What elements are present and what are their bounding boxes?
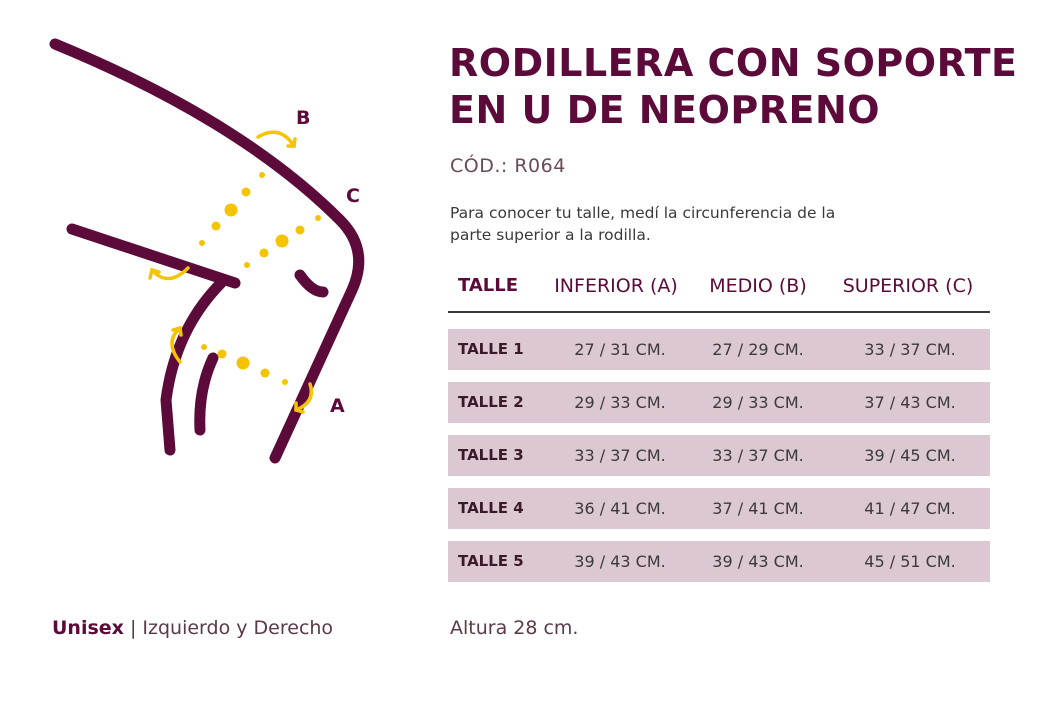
table-row: TALLE 3 33 / 37 CM. 33 / 37 CM. 39 / 45 … <box>448 435 990 476</box>
footer-fit-info: Unisex | Izquierdo y Derecho <box>52 617 333 639</box>
row-inferior: 39 / 43 CM. <box>574 552 666 571</box>
table-row: TALLE 2 29 / 33 CM. 29 / 33 CM. 37 / 43 … <box>448 382 990 423</box>
row-size: TALLE 2 <box>458 393 524 411</box>
row-size: TALLE 5 <box>458 552 524 570</box>
row-size: TALLE 1 <box>458 340 524 358</box>
table-divider <box>448 311 990 313</box>
product-code: CÓD.: R064 <box>450 155 566 177</box>
row-size: TALLE 3 <box>458 446 524 464</box>
row-medio: 29 / 33 CM. <box>712 393 804 412</box>
header-medio: MEDIO (B) <box>709 275 807 297</box>
product-title: RODILLERA CON SOPORTE EN U DE NEOPRENO <box>449 40 1029 134</box>
table-row: TALLE 4 36 / 41 CM. 37 / 41 CM. 41 / 47 … <box>448 488 990 529</box>
row-superior: 45 / 51 CM. <box>864 552 956 571</box>
row-medio: 33 / 37 CM. <box>712 446 804 465</box>
product-title-line-1: RODILLERA CON SOPORTE <box>449 41 1018 85</box>
header-superior: SUPERIOR (C) <box>842 275 974 297</box>
row-superior: 33 / 37 CM. <box>864 340 956 359</box>
row-medio: 27 / 29 CM. <box>712 340 804 359</box>
row-size: TALLE 4 <box>458 499 524 517</box>
sides-label: Izquierdo y Derecho <box>142 617 334 639</box>
table-row: TALLE 1 27 / 31 CM. 27 / 29 CM. 33 / 37 … <box>448 329 990 370</box>
footer-separator: | <box>123 617 143 639</box>
row-inferior: 33 / 37 CM. <box>574 446 666 465</box>
row-inferior: 27 / 31 CM. <box>574 340 666 359</box>
row-inferior: 29 / 33 CM. <box>574 393 666 412</box>
description-line-2: parte superior a la rodilla. <box>450 226 651 244</box>
label-c: C <box>346 185 360 207</box>
knee-measurement-diagram-icon: B C A <box>49 38 365 464</box>
row-superior: 39 / 45 CM. <box>864 446 956 465</box>
table-row: TALLE 5 39 / 43 CM. 39 / 43 CM. 45 / 51 … <box>448 541 990 582</box>
row-superior: 41 / 47 CM. <box>864 499 956 518</box>
description-line-1: Para conocer tu talle, medí la circunfer… <box>450 204 836 222</box>
unisex-label: Unisex <box>52 617 124 639</box>
height-info: Altura 28 cm. <box>450 617 579 639</box>
header-inferior: INFERIOR (A) <box>554 275 678 297</box>
row-inferior: 36 / 41 CM. <box>574 499 666 518</box>
row-superior: 37 / 43 CM. <box>864 393 956 412</box>
knee-illustration: B C A <box>0 0 440 600</box>
row-medio: 39 / 43 CM. <box>712 552 804 571</box>
product-title-line-2: EN U DE NEOPRENO <box>449 88 881 132</box>
label-b: B <box>296 107 310 129</box>
header-talle: TALLE <box>458 275 519 296</box>
product-description: Para conocer tu talle, medí la circunfer… <box>450 202 930 246</box>
label-a: A <box>330 395 345 417</box>
row-medio: 37 / 41 CM. <box>712 499 804 518</box>
size-table-header: TALLE INFERIOR (A) MEDIO (B) SUPERIOR (C… <box>448 268 990 310</box>
